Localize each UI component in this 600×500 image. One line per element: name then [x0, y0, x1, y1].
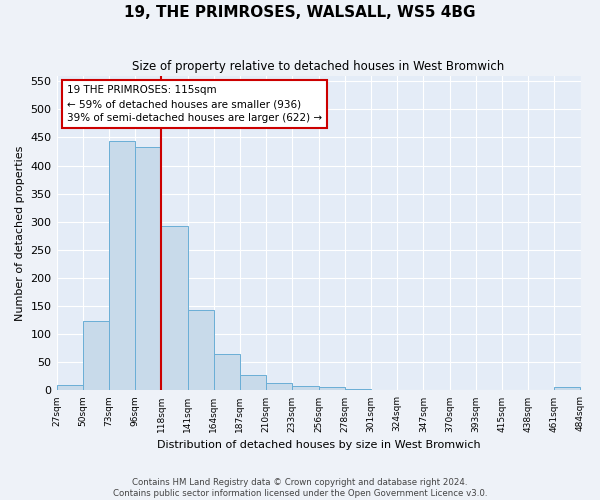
- Bar: [188, 310, 214, 390]
- Bar: [554, 387, 580, 390]
- Bar: [266, 383, 292, 390]
- Text: Contains HM Land Registry data © Crown copyright and database right 2024.
Contai: Contains HM Land Registry data © Crown c…: [113, 478, 487, 498]
- Title: Size of property relative to detached houses in West Bromwich: Size of property relative to detached ho…: [133, 60, 505, 73]
- Bar: [214, 354, 240, 391]
- Bar: [109, 141, 135, 390]
- Bar: [135, 147, 161, 390]
- Bar: [161, 226, 188, 390]
- Y-axis label: Number of detached properties: Number of detached properties: [15, 146, 25, 320]
- Bar: [319, 387, 345, 390]
- Bar: [240, 375, 266, 390]
- Bar: [292, 386, 319, 390]
- X-axis label: Distribution of detached houses by size in West Bromwich: Distribution of detached houses by size …: [157, 440, 481, 450]
- Bar: [83, 322, 109, 390]
- Text: 19 THE PRIMROSES: 115sqm
← 59% of detached houses are smaller (936)
39% of semi-: 19 THE PRIMROSES: 115sqm ← 59% of detach…: [67, 85, 322, 123]
- Text: 19, THE PRIMROSES, WALSALL, WS5 4BG: 19, THE PRIMROSES, WALSALL, WS5 4BG: [124, 5, 476, 20]
- Bar: [56, 385, 83, 390]
